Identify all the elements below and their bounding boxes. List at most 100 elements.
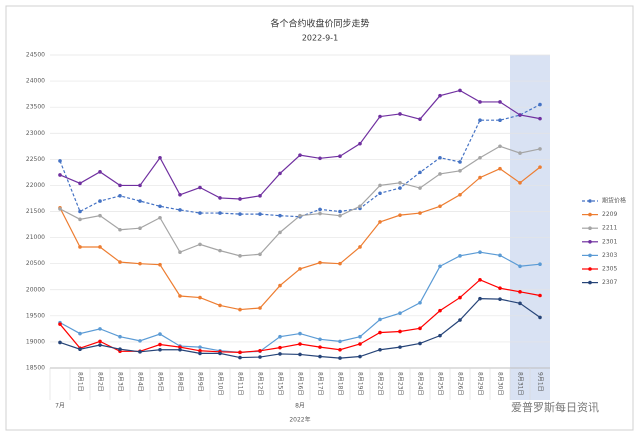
legend-label: 2305 — [602, 266, 617, 273]
y-tick-label: 19000 — [26, 338, 45, 345]
chart-title: 各个合约收盘价同步走势 — [270, 18, 369, 30]
data-point — [378, 183, 382, 188]
data-point — [498, 286, 502, 290]
data-point — [398, 112, 402, 116]
data-point — [378, 220, 382, 224]
data-point — [198, 351, 202, 356]
data-point — [78, 331, 82, 336]
data-point — [98, 327, 102, 331]
x-tick-label: 8月16日 — [297, 372, 304, 395]
data-point — [238, 350, 242, 355]
data-point — [438, 93, 442, 98]
data-point — [538, 165, 542, 169]
data-point — [478, 278, 482, 282]
data-point — [318, 207, 322, 212]
x-tick-label: 8月31日 — [517, 372, 524, 395]
y-tick-label: 24000 — [26, 78, 45, 85]
x-tick-label: 8月15日 — [277, 372, 284, 395]
data-point — [478, 250, 482, 254]
legend-marker — [588, 267, 592, 271]
y-tick-label: 19500 — [26, 312, 45, 319]
y-tick-label: 24500 — [26, 52, 45, 59]
data-point — [158, 347, 162, 352]
x-tick-label: 8月9日 — [197, 372, 204, 392]
data-point — [338, 154, 342, 159]
x-tick-label: 8月5日 — [157, 372, 164, 392]
x-tick-label: 8月22日 — [377, 372, 384, 395]
data-point — [398, 213, 402, 217]
data-point — [358, 334, 362, 339]
data-point — [238, 212, 242, 216]
x-tick-label: 8月8日 — [177, 372, 184, 392]
data-point — [198, 242, 202, 247]
highlight-band — [510, 55, 550, 400]
legend-label: 2307 — [602, 279, 617, 286]
data-point — [318, 354, 322, 359]
data-point — [378, 330, 382, 335]
data-point — [338, 209, 342, 214]
watermark: 爱普罗斯每日资讯 — [511, 400, 599, 414]
legend-label: 2301 — [602, 238, 617, 245]
data-point — [98, 213, 102, 218]
data-point — [158, 215, 162, 220]
data-point — [538, 262, 542, 266]
y-tick-label: 23500 — [26, 104, 45, 111]
data-point — [98, 245, 102, 249]
data-point — [178, 294, 182, 298]
data-point — [518, 264, 522, 269]
data-point — [198, 345, 202, 349]
legend-label: 2303 — [602, 252, 617, 259]
data-point — [198, 295, 202, 300]
data-point — [378, 114, 382, 119]
data-point — [538, 102, 542, 107]
data-point — [278, 352, 282, 356]
data-point — [178, 347, 182, 352]
data-point — [498, 253, 502, 258]
data-point — [338, 339, 342, 344]
y-tick-label: 21500 — [26, 208, 45, 215]
data-point — [458, 318, 462, 322]
data-point — [118, 183, 122, 188]
data-point — [458, 88, 462, 93]
data-point — [438, 204, 442, 209]
x-tick-label: 8月12日 — [257, 372, 264, 395]
data-point — [218, 248, 222, 253]
data-point — [298, 331, 302, 336]
data-point — [478, 100, 482, 104]
y-tick-label: 22500 — [26, 156, 45, 163]
data-point — [418, 211, 422, 215]
data-point — [418, 326, 422, 331]
x-tick-label: 8月29日 — [477, 372, 484, 395]
legend-marker — [588, 280, 592, 285]
x-tick-label: 8月1日 — [77, 372, 84, 392]
x-tick-label: 8月25日 — [437, 372, 444, 395]
y-tick-label: 22000 — [26, 182, 45, 189]
data-point — [218, 303, 222, 308]
data-point — [278, 213, 282, 218]
data-point — [358, 141, 362, 146]
data-point — [258, 355, 262, 359]
data-point — [158, 342, 162, 347]
legend-marker — [588, 240, 592, 244]
data-point — [318, 156, 322, 161]
data-point — [98, 343, 102, 347]
data-point — [298, 153, 302, 157]
data-point — [178, 193, 182, 197]
data-point — [538, 315, 542, 320]
data-point — [278, 171, 282, 176]
data-point — [438, 264, 442, 269]
data-point — [318, 345, 322, 349]
data-point — [138, 199, 142, 203]
y-tick-label: 18500 — [26, 365, 45, 372]
x-tick-label: 8月3日 — [117, 372, 124, 392]
data-point — [178, 208, 182, 212]
data-point — [78, 209, 82, 214]
data-point — [118, 260, 122, 264]
data-point — [438, 308, 442, 313]
data-point — [138, 183, 142, 188]
x-group-label: 7月 — [55, 403, 65, 410]
data-point — [358, 204, 362, 209]
data-point — [298, 352, 302, 357]
y-tick-label: 20000 — [26, 286, 45, 293]
data-point — [378, 317, 382, 322]
